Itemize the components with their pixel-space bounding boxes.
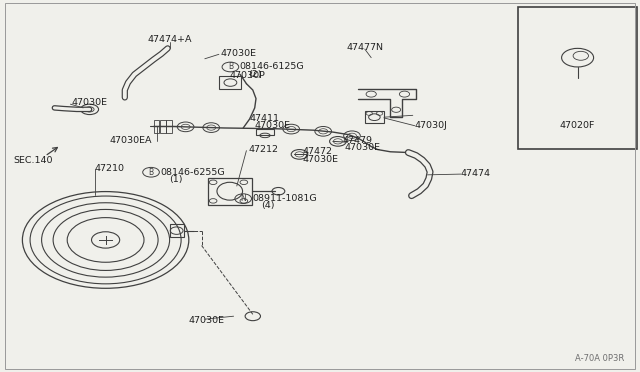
Bar xyxy=(256,129,274,135)
Text: 47020F: 47020F xyxy=(559,121,595,130)
Bar xyxy=(154,120,159,133)
Text: B: B xyxy=(228,62,233,71)
Text: 47474+A: 47474+A xyxy=(147,35,192,44)
Bar xyxy=(365,111,384,123)
Text: 08146-6125G: 08146-6125G xyxy=(239,62,304,71)
Text: 47030E: 47030E xyxy=(344,143,380,152)
Text: 47472: 47472 xyxy=(303,147,333,156)
Text: 08146-6255G: 08146-6255G xyxy=(160,168,225,177)
Text: N: N xyxy=(241,194,246,203)
Bar xyxy=(166,120,172,133)
Text: 47030E: 47030E xyxy=(188,316,224,325)
Bar xyxy=(208,178,252,205)
Text: (2): (2) xyxy=(248,70,262,78)
Text: 08911-1081G: 08911-1081G xyxy=(252,194,317,203)
Text: 47479: 47479 xyxy=(342,136,372,145)
Text: 47030E: 47030E xyxy=(255,121,291,130)
Text: 47030EA: 47030EA xyxy=(110,136,152,145)
Text: A-70A 0P3R: A-70A 0P3R xyxy=(575,354,624,363)
Text: 47030E: 47030E xyxy=(72,98,108,107)
Text: 47030P: 47030P xyxy=(229,71,265,80)
Bar xyxy=(160,120,166,133)
Bar xyxy=(170,224,184,237)
Bar xyxy=(219,76,241,89)
Text: 47210: 47210 xyxy=(95,164,125,173)
Text: 47030E: 47030E xyxy=(302,155,338,164)
Text: SEC.140: SEC.140 xyxy=(13,156,53,165)
Bar xyxy=(518,7,637,149)
Text: (4): (4) xyxy=(261,201,275,210)
Text: 47411: 47411 xyxy=(250,114,280,123)
Text: B: B xyxy=(148,168,154,177)
Text: (1): (1) xyxy=(170,175,183,184)
Text: 47477N: 47477N xyxy=(346,43,383,52)
Text: 47030J: 47030J xyxy=(415,121,447,130)
Text: 47030E: 47030E xyxy=(221,49,257,58)
Text: 47212: 47212 xyxy=(248,145,278,154)
Text: 47474: 47474 xyxy=(461,169,491,178)
